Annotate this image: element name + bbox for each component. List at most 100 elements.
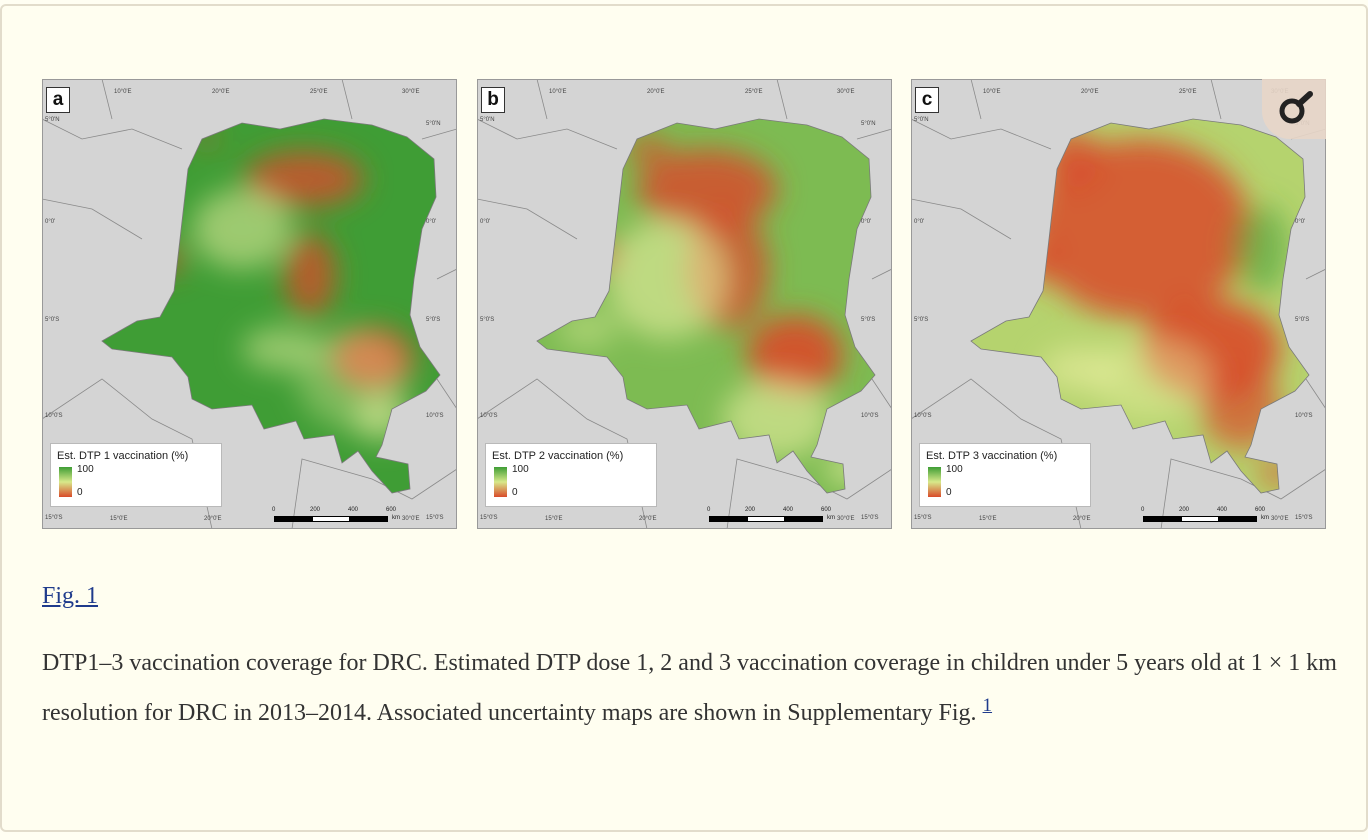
scale-bar-tick: 200 bbox=[1179, 507, 1190, 513]
country-border bbox=[42, 198, 143, 240]
country-border bbox=[871, 378, 892, 410]
scale-bar-segment bbox=[747, 516, 785, 522]
legend-max-label: 100 bbox=[512, 464, 529, 475]
graticule-label: 5°0'S bbox=[426, 317, 441, 323]
country-border bbox=[776, 79, 788, 120]
figure-caption: DTP1–3 vaccination coverage for DRC. Est… bbox=[42, 642, 1337, 734]
panel-letter: b bbox=[481, 87, 505, 113]
figure-image[interactable]: a 10°0'E 20°0'E 25°0'E 30°0'E 15°0'E 20°0'E 30°… bbox=[42, 79, 1326, 529]
graticule-label: 0°0' bbox=[1295, 219, 1306, 225]
country-border bbox=[291, 458, 457, 529]
scale-bar-unit: km bbox=[827, 515, 835, 521]
legend-min-label: 0 bbox=[77, 487, 83, 498]
map-svg bbox=[477, 79, 892, 529]
graticule-label: 25°0'E bbox=[1179, 89, 1197, 95]
scale-bar: 0 200 400 600 km bbox=[1141, 507, 1303, 525]
scale-bar-tick: 0 bbox=[707, 507, 711, 513]
coverage-region bbox=[1091, 339, 1211, 419]
map-panel-c: c10°0'E20°0'E25°0'E30°0'E15°0'E20°0'E30°… bbox=[911, 79, 1326, 529]
figure-link[interactable]: Fig. 1 bbox=[42, 583, 99, 609]
drc-outline bbox=[101, 118, 441, 494]
scale-bar-tick: 600 bbox=[386, 507, 397, 513]
graticule-label: 5°0'N bbox=[426, 121, 441, 127]
graticule-label: 10°0'S bbox=[861, 413, 879, 419]
coverage-region bbox=[747, 315, 843, 395]
drc-outline bbox=[970, 118, 1310, 494]
graticule-label: 30°0'E bbox=[837, 89, 855, 95]
graticule-label: 20°0'E bbox=[639, 516, 657, 522]
coverage-region bbox=[284, 233, 336, 317]
graticule-label: 30°0'E bbox=[837, 516, 855, 522]
scale-bar-segment bbox=[350, 516, 388, 522]
zoom-button[interactable] bbox=[1262, 79, 1326, 139]
graticule-label: 15°0'S bbox=[45, 515, 63, 521]
scale-bar-segment bbox=[274, 516, 312, 522]
map-panel-b: b 10°0'E 20°0'E 25°0'E 30°0'E 15°0'E 20°0'E 30°… bbox=[477, 79, 892, 529]
graticule-label: 15°0'E bbox=[545, 516, 563, 522]
graticule-label: 5°0'S bbox=[861, 317, 876, 323]
drc-outline bbox=[536, 118, 876, 494]
magnifier-icon bbox=[1279, 91, 1313, 124]
graticule-label: 15°0'S bbox=[480, 515, 498, 521]
legend-color-bar bbox=[494, 467, 507, 497]
graticule-label: 0°0' bbox=[426, 219, 437, 225]
graticule-label: 10°0'S bbox=[480, 413, 498, 419]
map-panel-a: a 10°0'E 20°0'E 25°0'E 30°0'E 15°0'E 20°0'E 30°… bbox=[42, 79, 457, 529]
legend-min-label: 0 bbox=[512, 487, 518, 498]
graticule-label: 5°0'S bbox=[1295, 317, 1310, 323]
scale-bar-tick: 400 bbox=[348, 507, 359, 513]
scale-bar-unit: km bbox=[392, 515, 400, 521]
graticule-label: 15°0'S bbox=[426, 515, 444, 521]
country-border bbox=[101, 79, 113, 120]
graticule-label: 25°0'E bbox=[310, 89, 328, 95]
graticule-label: 20°0'E bbox=[212, 89, 230, 95]
panel-letter: a bbox=[46, 87, 70, 113]
graticule-label: 10°0'E bbox=[549, 89, 567, 95]
coverage-region bbox=[244, 151, 364, 207]
scale-bar-tick: 200 bbox=[310, 507, 321, 513]
graticule-label: 5°0'S bbox=[914, 317, 929, 323]
panel-letter: c bbox=[915, 87, 939, 113]
country-border bbox=[1210, 79, 1222, 120]
coverage-region bbox=[192, 189, 292, 269]
graticule-label: 20°0'E bbox=[1073, 516, 1091, 522]
scale-bar-tick: 600 bbox=[821, 507, 832, 513]
graticule-label: 0°0' bbox=[861, 219, 872, 225]
country-border bbox=[1305, 378, 1326, 410]
scale-bar-segment bbox=[1181, 516, 1219, 522]
graticule-label: 10°0'S bbox=[426, 413, 444, 419]
country-border bbox=[871, 268, 892, 280]
country-border bbox=[42, 118, 183, 150]
scale-bar-tick: 0 bbox=[272, 507, 276, 513]
legend-title: Est. DTP 1 vaccination (%) bbox=[57, 450, 189, 462]
graticule-label: 0°0' bbox=[480, 219, 491, 225]
graticule-label: 5°0'N bbox=[480, 117, 495, 123]
graticule-label: 25°0'E bbox=[745, 89, 763, 95]
country-border bbox=[436, 268, 457, 280]
legend: Est. DTP 2 vaccination (%) 100 0 bbox=[485, 443, 657, 507]
country-border bbox=[477, 198, 578, 240]
country-border bbox=[1305, 268, 1326, 280]
scale-bar-segment bbox=[1143, 516, 1181, 522]
supplementary-figure-link[interactable]: 1 bbox=[982, 695, 993, 716]
coverage-region bbox=[297, 329, 407, 429]
graticule-label: 5°0'N bbox=[45, 117, 60, 123]
country-border bbox=[536, 79, 548, 120]
legend: Est. DTP 1 vaccination (%) 100 0 bbox=[50, 443, 222, 507]
country-border bbox=[341, 79, 353, 120]
scale-bar-segment bbox=[709, 516, 747, 522]
legend-min-label: 0 bbox=[946, 487, 952, 498]
graticule-label: 20°0'E bbox=[647, 89, 665, 95]
legend-title: Est. DTP 2 vaccination (%) bbox=[492, 450, 624, 462]
graticule-label: 5°0'N bbox=[861, 121, 876, 127]
coverage-region bbox=[607, 219, 727, 339]
country-border bbox=[726, 458, 892, 529]
graticule-label: 10°0'S bbox=[914, 413, 932, 419]
scale-bar-tick: 600 bbox=[1255, 507, 1266, 513]
caption-text: DTP1–3 vaccination coverage for DRC. Est… bbox=[42, 650, 1337, 726]
map-svg bbox=[42, 79, 457, 529]
graticule-label: 30°0'E bbox=[402, 89, 420, 95]
scale-bar: 0 200 400 600 km bbox=[707, 507, 869, 525]
legend-max-label: 100 bbox=[946, 464, 963, 475]
legend-title: Est. DTP 3 vaccination (%) bbox=[926, 450, 1058, 462]
